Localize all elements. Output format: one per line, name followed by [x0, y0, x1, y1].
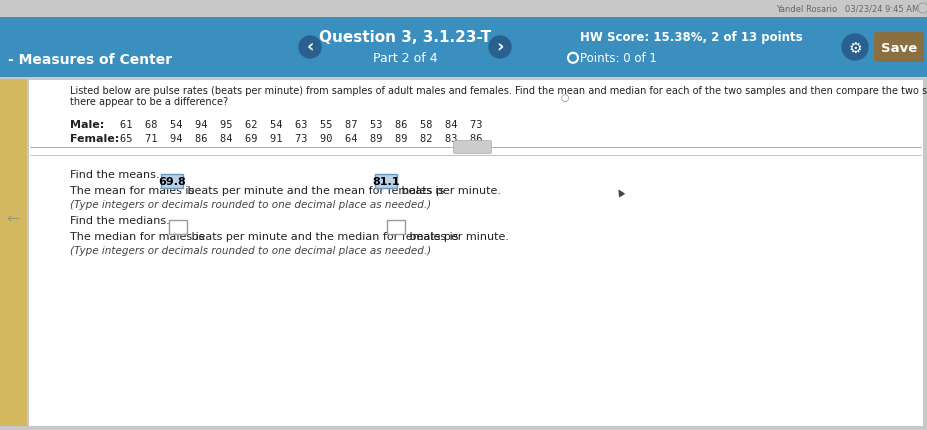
FancyBboxPatch shape: [453, 141, 491, 154]
Circle shape: [842, 35, 868, 61]
Text: 69.8: 69.8: [158, 177, 185, 187]
Text: 61  68  54  94  95  62  54  63  55  87  53  86  58  84  73: 61 68 54 94 95 62 54 63 55 87 53 86 58 8…: [120, 120, 482, 130]
FancyBboxPatch shape: [28, 80, 923, 426]
Text: Find the medians.: Find the medians.: [70, 215, 170, 225]
Text: Find the means.: Find the means.: [70, 169, 159, 180]
FancyBboxPatch shape: [160, 175, 184, 189]
FancyBboxPatch shape: [0, 18, 927, 78]
FancyBboxPatch shape: [874, 33, 924, 63]
Text: ←: ←: [6, 211, 19, 226]
Text: Male:: Male:: [70, 120, 104, 130]
Text: there appear to be a difference?: there appear to be a difference?: [70, 97, 228, 107]
Text: (Type integers or decimals rounded to one decimal place as needed.): (Type integers or decimals rounded to on…: [70, 200, 431, 209]
Text: ⚙: ⚙: [848, 40, 862, 55]
Text: 65  71  94  86  84  69  91  73  90  64  89  89  82  83  86: 65 71 94 86 84 69 91 73 90 64 89 89 82 8…: [120, 134, 482, 144]
Text: The median for males is: The median for males is: [70, 231, 208, 241]
Text: Save: Save: [881, 41, 917, 54]
Text: Listed below are pulse rates (beats per minute) from samples of adult males and : Listed below are pulse rates (beats per …: [70, 86, 927, 96]
Text: beats per minute.: beats per minute.: [406, 231, 510, 241]
Text: ›: ›: [496, 38, 503, 56]
Text: 81.1: 81.1: [372, 177, 400, 187]
Text: HW Score: 15.38%, 2 of 13 points: HW Score: 15.38%, 2 of 13 points: [580, 31, 803, 43]
FancyBboxPatch shape: [387, 221, 405, 234]
Text: - Measures of Center: - Measures of Center: [8, 53, 172, 67]
FancyBboxPatch shape: [169, 221, 187, 234]
Text: Female:: Female:: [70, 134, 120, 144]
Text: Yandel Rosario   03/23/24 9:45 AM: Yandel Rosario 03/23/24 9:45 AM: [776, 4, 919, 13]
Text: beats per minute.: beats per minute.: [399, 186, 502, 196]
Text: Question 3, 3.1.23-T: Question 3, 3.1.23-T: [319, 30, 491, 45]
Text: ○: ○: [561, 93, 569, 103]
Text: Points: 0 of 1: Points: 0 of 1: [580, 52, 657, 65]
Text: ‹: ‹: [306, 38, 313, 56]
Text: Part 2 of 4: Part 2 of 4: [373, 52, 438, 65]
Text: The mean for males is: The mean for males is: [70, 186, 197, 196]
Circle shape: [489, 37, 511, 59]
Circle shape: [299, 37, 321, 59]
Text: beats per minute and the mean for females is: beats per minute and the mean for female…: [184, 186, 448, 196]
FancyBboxPatch shape: [0, 80, 27, 426]
FancyBboxPatch shape: [0, 0, 927, 18]
FancyBboxPatch shape: [375, 175, 397, 189]
Text: (Type integers or decimals rounded to one decimal place as needed.): (Type integers or decimals rounded to on…: [70, 246, 431, 255]
Text: beats per minute and the median for females is: beats per minute and the median for fema…: [188, 231, 463, 241]
